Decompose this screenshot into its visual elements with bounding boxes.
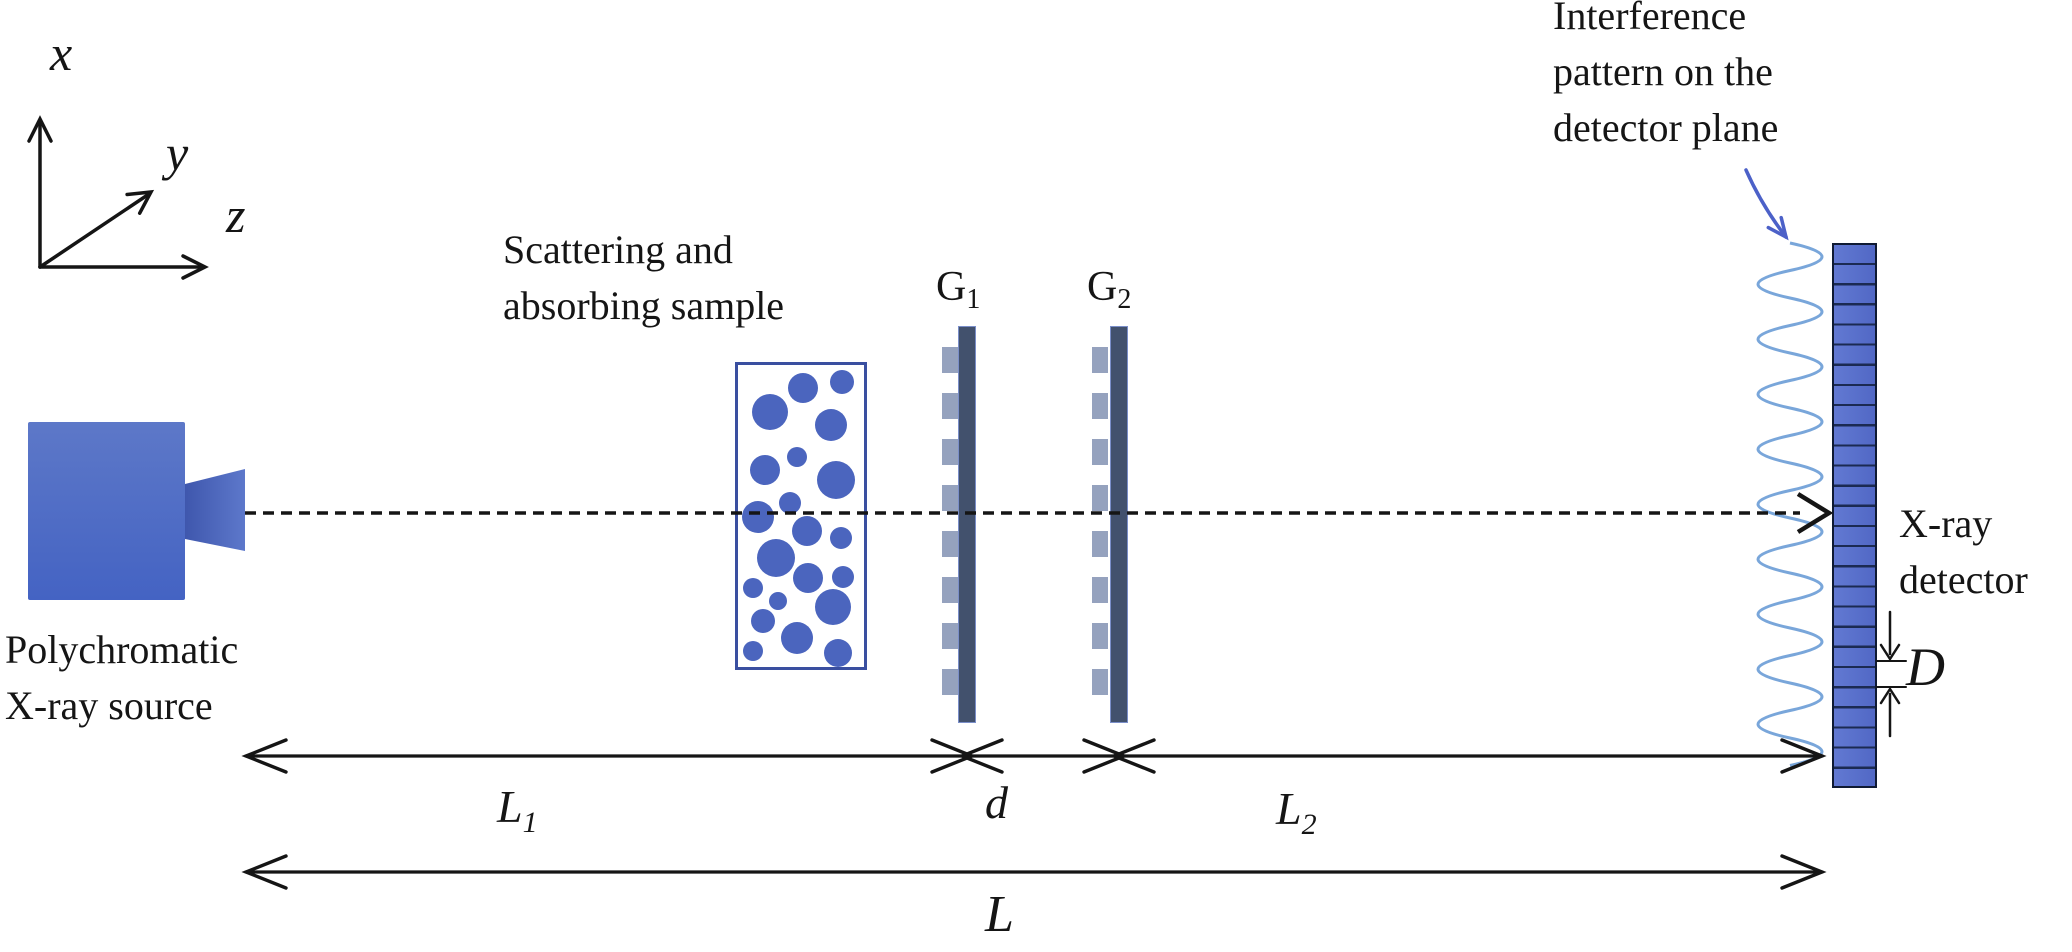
- grating1-label: G1: [936, 264, 981, 315]
- source-cone: [185, 469, 245, 551]
- axis-x-arrowhead: [27, 115, 53, 143]
- interference-arrow: [1744, 168, 1789, 241]
- detector-label: X-ray detector: [1899, 501, 2028, 602]
- dim-line-upper: [241, 738, 1827, 774]
- source-label: Polychromatic X-ray source: [5, 627, 239, 728]
- beam-axis: [245, 492, 1834, 534]
- axis-z-arrowhead: [181, 254, 209, 280]
- grating1-teeth: [942, 347, 958, 696]
- axis-z-label: z: [226, 187, 246, 243]
- interference-arrowhead: [1766, 215, 1789, 241]
- dim-line-lower: [241, 854, 1827, 890]
- sample-box: [735, 362, 867, 670]
- xray-detector: [1832, 243, 1877, 788]
- dim-l-arrow-right: [1780, 854, 1827, 890]
- dim-arrow-right: [1780, 738, 1827, 774]
- dim-l1-label: L1: [497, 781, 538, 839]
- grating2-bar: [1110, 326, 1128, 723]
- interference-wave: [1756, 241, 1824, 767]
- beam-arrowhead: [1796, 492, 1834, 534]
- axis-y-arrowhead: [125, 189, 155, 215]
- pixel-size-label: D: [1906, 637, 1945, 697]
- dim-arrow-left: [241, 738, 288, 774]
- sample-label: Scattering and absorbing sample: [503, 227, 785, 328]
- xray-source: [28, 422, 185, 600]
- dim-d-label: d: [985, 777, 1008, 828]
- axis-x-label: x: [50, 25, 73, 81]
- dim-l-label: L: [985, 886, 1014, 943]
- grating2-teeth: [1092, 347, 1108, 696]
- interference-label: Interference pattern on the detector pla…: [1553, 0, 1779, 150]
- grating1-bar: [958, 326, 976, 723]
- pixel-size-annotation: [1876, 610, 1907, 738]
- dim-arrow-g1-right: [930, 738, 977, 774]
- grating2-label: G2: [1087, 264, 1132, 315]
- dim-arrow-g2-left: [1109, 738, 1156, 774]
- dim-l-arrow-left: [241, 854, 288, 890]
- dim-l2-label: L2: [1276, 783, 1317, 841]
- dim-arrow-g1-left: [957, 738, 1004, 774]
- dim-arrow-g2-right: [1082, 738, 1129, 774]
- axis-y-label: y: [166, 125, 189, 181]
